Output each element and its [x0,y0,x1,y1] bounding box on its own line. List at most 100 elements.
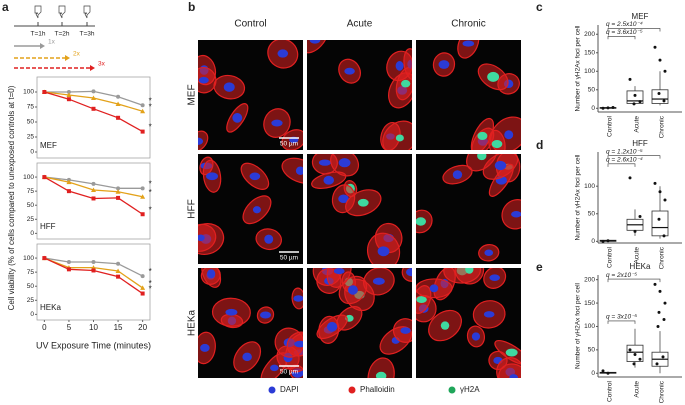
point [628,348,632,352]
point [658,289,662,293]
x-tick-label: Chronic [659,380,666,403]
dose-label: 1x [48,39,56,46]
x-tick-label: Control [607,115,614,137]
point [663,69,667,73]
y-tick-label: 0 [30,311,34,318]
point [628,176,632,180]
marker [91,196,96,201]
y-tick-label: 25 [27,297,35,304]
marker [66,267,71,272]
y-tick-label: 100 [23,255,34,262]
bracket [607,155,661,159]
cells [311,154,403,264]
significance: * [149,96,152,105]
nucleus [494,160,507,171]
nucleus [483,311,495,318]
uv-icon [83,5,91,19]
x-tick-label: Acute [634,381,641,398]
point [662,317,666,321]
q-value: q = 2x10⁻⁵ [606,272,638,279]
plot-frame [36,76,151,159]
q-value: q = 2.5x10⁻⁴ [606,21,643,28]
significance: * [149,267,152,276]
point [662,234,666,238]
x-tick-label: 15 [114,323,123,332]
row-label: MEF [187,84,198,105]
y-axis-label: Number of γH2Ax foci per cell [575,154,582,241]
panel-label: d [536,138,543,152]
y-tick-label: 50 [588,87,596,94]
point [655,362,659,366]
nucleus [333,268,345,275]
legend-swatch [268,386,276,394]
nucleus [357,198,369,207]
nucleus [318,159,331,166]
time-label: T=2h [55,31,70,38]
nucleus [377,246,390,257]
point [628,77,632,81]
nucleus [372,277,385,285]
nucleus [347,285,358,295]
nucleus [271,119,283,127]
point [653,45,657,49]
column-header: Control [234,19,266,30]
point [632,102,636,106]
nucleus [465,268,474,274]
x-tick-label: 0 [42,323,47,332]
nucleus [200,343,210,352]
cells [198,40,303,150]
y-tick-label: 50 [588,210,596,217]
box [651,89,669,104]
marker [116,274,121,279]
nucleus [406,268,412,277]
scale-label: 50 µm [280,141,298,148]
bracket [607,278,661,283]
point [632,362,636,366]
marker [66,92,72,97]
legend-swatch [448,386,456,394]
q-value: q = 3x10⁻⁵ [606,314,638,321]
significance: * [149,123,152,132]
y-tick-label: 200 [584,276,595,283]
nucleus [504,130,514,140]
series-line [44,176,143,198]
y-tick-label: 0 [30,149,34,156]
cells [198,268,303,378]
nucleus [295,166,303,175]
nucleus [471,332,481,341]
panel-label: c [536,0,543,14]
y-tick-label: 150 [584,49,595,56]
time-label: T=1h [31,31,46,38]
marker [115,189,121,194]
cells [432,40,521,150]
column-header: Chronic [451,19,485,30]
marker [91,95,96,100]
y-tick-label: 25 [27,216,35,223]
nucleus [416,296,427,303]
marker [116,115,121,120]
nucleus [509,374,519,378]
marker [140,291,145,296]
nucleus [429,284,439,293]
chart-title: MEF [632,12,649,21]
nucleus [323,175,335,185]
legend-label: DAPI [280,385,299,394]
cells [307,40,412,150]
uv-icon [58,5,66,19]
nucleus [264,234,274,244]
nucleus [491,139,503,149]
x-tick-label: Chronic [659,246,666,269]
column-header: Acute [347,19,373,30]
marker [91,260,96,265]
nucleus [484,249,494,256]
panel-label: a [2,0,9,14]
point [611,106,615,110]
significance: * [149,205,152,214]
y-tick-label: 50 [27,119,35,126]
cells [198,156,303,256]
marker [116,94,121,99]
marker [115,268,121,274]
marker [42,90,47,94]
y-tick-label: 0 [591,238,595,245]
plot-frame [36,162,151,240]
